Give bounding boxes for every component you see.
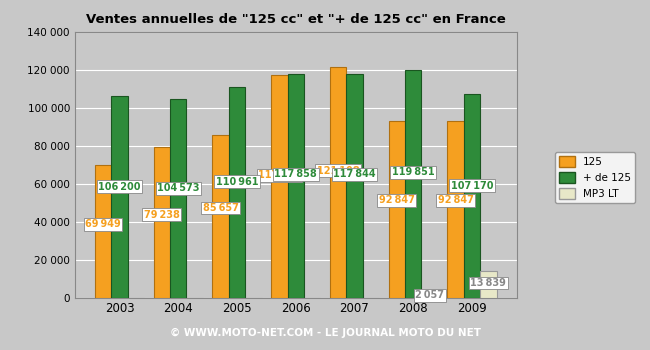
Bar bbox=[213, 135, 229, 298]
Bar bbox=[153, 147, 170, 298]
Bar bbox=[346, 74, 363, 298]
Bar bbox=[389, 121, 405, 298]
Bar bbox=[330, 68, 346, 298]
Bar bbox=[405, 70, 421, 298]
Text: © WWW.MOTO-NET.COM - LE JOURNAL MOTO DU NET: © WWW.MOTO-NET.COM - LE JOURNAL MOTO DU … bbox=[170, 328, 480, 338]
Bar bbox=[271, 75, 287, 298]
Text: 117 858: 117 858 bbox=[274, 169, 317, 179]
Bar bbox=[447, 121, 463, 298]
Bar bbox=[480, 271, 497, 298]
Text: 117 046: 117 046 bbox=[258, 170, 300, 180]
Text: 69 949: 69 949 bbox=[85, 219, 121, 229]
Text: 106 200: 106 200 bbox=[98, 182, 141, 191]
Bar bbox=[229, 87, 245, 298]
Bar bbox=[287, 74, 304, 298]
Text: 121 108: 121 108 bbox=[317, 166, 359, 176]
Bar bbox=[463, 94, 480, 298]
Text: 2 057: 2 057 bbox=[415, 290, 444, 300]
Text: 79 238: 79 238 bbox=[144, 210, 180, 220]
Text: 92 847: 92 847 bbox=[379, 195, 415, 205]
Text: 117 844: 117 844 bbox=[333, 169, 376, 179]
Bar bbox=[421, 294, 438, 298]
Text: 13 839: 13 839 bbox=[471, 278, 506, 288]
Bar bbox=[170, 99, 187, 298]
Text: 92 847: 92 847 bbox=[437, 195, 473, 205]
Bar bbox=[111, 96, 128, 298]
Text: 107 170: 107 170 bbox=[450, 181, 493, 190]
Title: Ventes annuelles de "125 cc" et "+ de 125 cc" en France: Ventes annuelles de "125 cc" et "+ de 12… bbox=[86, 13, 506, 26]
Text: 85 657: 85 657 bbox=[203, 203, 239, 213]
Bar bbox=[95, 164, 111, 298]
Text: 110 961: 110 961 bbox=[216, 176, 258, 187]
Legend: 125, + de 125, MP3 LT: 125, + de 125, MP3 LT bbox=[555, 152, 635, 203]
Text: 119 851: 119 851 bbox=[392, 167, 435, 177]
Text: 104 573: 104 573 bbox=[157, 183, 200, 193]
